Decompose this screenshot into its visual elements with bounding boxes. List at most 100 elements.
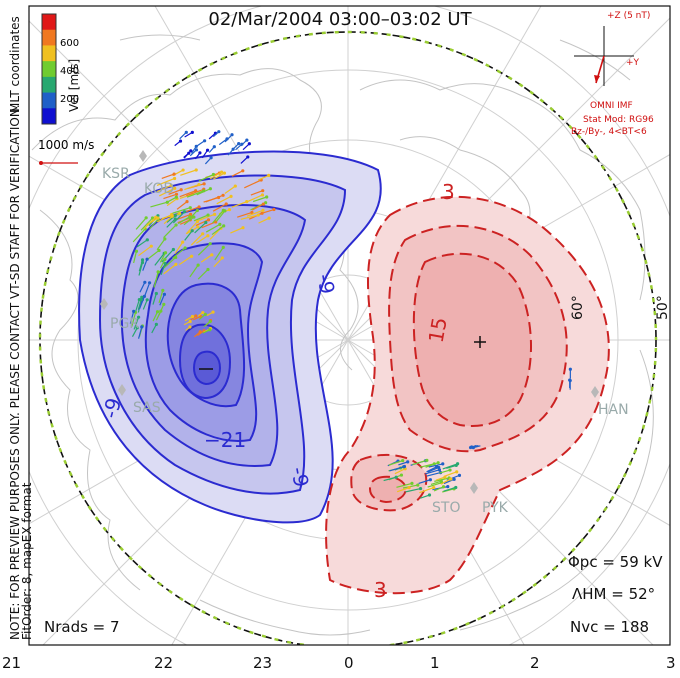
velocity-vector <box>184 230 193 241</box>
velocity-vector <box>250 190 263 196</box>
velocity-vector <box>165 196 177 204</box>
latitude-label-50: 50° <box>655 295 671 320</box>
velocity-vector-origin <box>221 208 225 212</box>
velocity-vector-origin <box>188 325 192 329</box>
velocity-vector-origin <box>173 217 177 221</box>
velocity-vector-origin <box>154 322 158 326</box>
velocity-vector <box>135 299 140 312</box>
velocity-vector-origin <box>229 194 233 198</box>
velocity-vector <box>143 282 151 297</box>
statistical-model-label: Stat Mod: RG96 <box>583 115 654 125</box>
velocity-vector-origin <box>163 251 168 255</box>
velocity-vector <box>140 217 153 231</box>
velocity-vector-origin <box>196 225 200 229</box>
velocity-vector-origin <box>139 297 143 302</box>
velocity-vector <box>190 233 204 246</box>
velocity-vector <box>425 469 440 475</box>
velocity-vector-origin <box>135 326 139 330</box>
velocity-vector-origin <box>174 262 178 266</box>
velocity-vector <box>131 312 137 327</box>
velocity-vector <box>251 203 264 211</box>
velocity-vector <box>161 173 175 179</box>
velocity-vector-origin <box>208 242 212 246</box>
velocity-vectors <box>129 130 572 499</box>
velocity-vector-origin <box>206 267 210 272</box>
velocity-vector-origin <box>203 139 207 143</box>
coordinate-system-label: MLT coordinates <box>8 16 22 113</box>
velocity-vector <box>196 188 211 196</box>
site-marker-pgr <box>100 298 108 310</box>
velocity-vector-origin <box>194 168 198 172</box>
velocity-vector-origin <box>197 205 201 209</box>
velocity-vector-origin <box>190 314 195 319</box>
site-label-han: HAN <box>598 402 629 418</box>
velocity-vector-origin <box>163 237 167 241</box>
velocity-vector-origin <box>195 208 199 213</box>
velocity-vector-origin <box>241 226 245 230</box>
velocity-vector-origin <box>470 445 474 449</box>
velocity-vector <box>163 263 177 275</box>
velocity-vector-origin <box>204 220 208 225</box>
site-marker-han <box>591 386 599 398</box>
velocity-vector-origin <box>145 238 149 242</box>
velocity-vector <box>433 486 444 492</box>
velocity-vector <box>203 196 219 203</box>
site-label-pgr: PGR <box>110 316 140 332</box>
velocity-vector <box>156 184 172 193</box>
color-bar-segment <box>42 108 56 125</box>
velocity-vector-origin <box>432 485 436 490</box>
velocity-vector <box>246 194 263 203</box>
velocity-vector-origin <box>197 182 201 187</box>
velocity-vector-origin <box>227 208 232 212</box>
velocity-vector-origin <box>154 291 158 296</box>
velocity-vector-origin <box>178 211 182 216</box>
velocity-vector-origin <box>399 473 404 477</box>
velocity-vector-origin <box>443 475 447 479</box>
velocity-vector-origin <box>221 193 225 197</box>
velocity-vector <box>216 210 226 222</box>
velocity-vector <box>188 210 198 220</box>
velocity-vector-origin <box>221 245 225 249</box>
velocity-vector <box>195 235 209 244</box>
velocity-vector <box>402 484 418 489</box>
velocity-vector-origin <box>250 210 254 215</box>
velocity-vector <box>216 195 232 205</box>
velocity-vector-origin <box>174 195 178 199</box>
velocity-vector <box>151 324 157 334</box>
velocity-vector <box>200 254 213 263</box>
velocity-vector <box>142 299 148 310</box>
velocity-vector <box>237 211 253 218</box>
velocity-vector <box>209 171 222 180</box>
mlt-tick-21: 21 <box>2 654 22 672</box>
vector-count: Nvc = 188 <box>570 618 650 636</box>
contour-label-pos-3-top: 3 <box>442 180 455 204</box>
mlt-tick-0: 0 <box>344 654 354 672</box>
velocity-vector <box>446 464 457 469</box>
velocity-vector <box>427 482 442 488</box>
hm-boundary <box>38 30 658 645</box>
velocity-vector <box>258 208 275 215</box>
velocity-vector <box>224 185 236 194</box>
velocity-vector-origin <box>220 256 224 260</box>
velocity-vector-origin <box>169 183 173 188</box>
contour-label-neg-9-bottom: -9 <box>286 465 314 489</box>
velocity-vector-origin <box>272 207 276 212</box>
velocity-vector <box>198 173 214 182</box>
velocity-vector-origin <box>155 310 160 314</box>
velocity-vector <box>146 249 160 260</box>
velocity-vector-origin <box>245 200 249 204</box>
velocity-vector-origin <box>188 206 192 210</box>
velocity-vector-origin <box>265 195 269 199</box>
velocity-vector <box>142 258 148 271</box>
velocity-vector <box>163 256 177 269</box>
velocity-vector-origin <box>173 213 178 218</box>
velocity-vector-origin <box>425 458 429 462</box>
velocity-vector <box>163 193 177 200</box>
velocity-vector <box>166 198 178 207</box>
velocity-vector <box>184 183 200 191</box>
velocity-vector <box>168 189 182 195</box>
velocity-vector <box>420 494 430 499</box>
velocity-vector <box>213 172 225 180</box>
velocity-vector-origin <box>267 173 271 177</box>
velocity-vector-origin <box>149 244 153 248</box>
